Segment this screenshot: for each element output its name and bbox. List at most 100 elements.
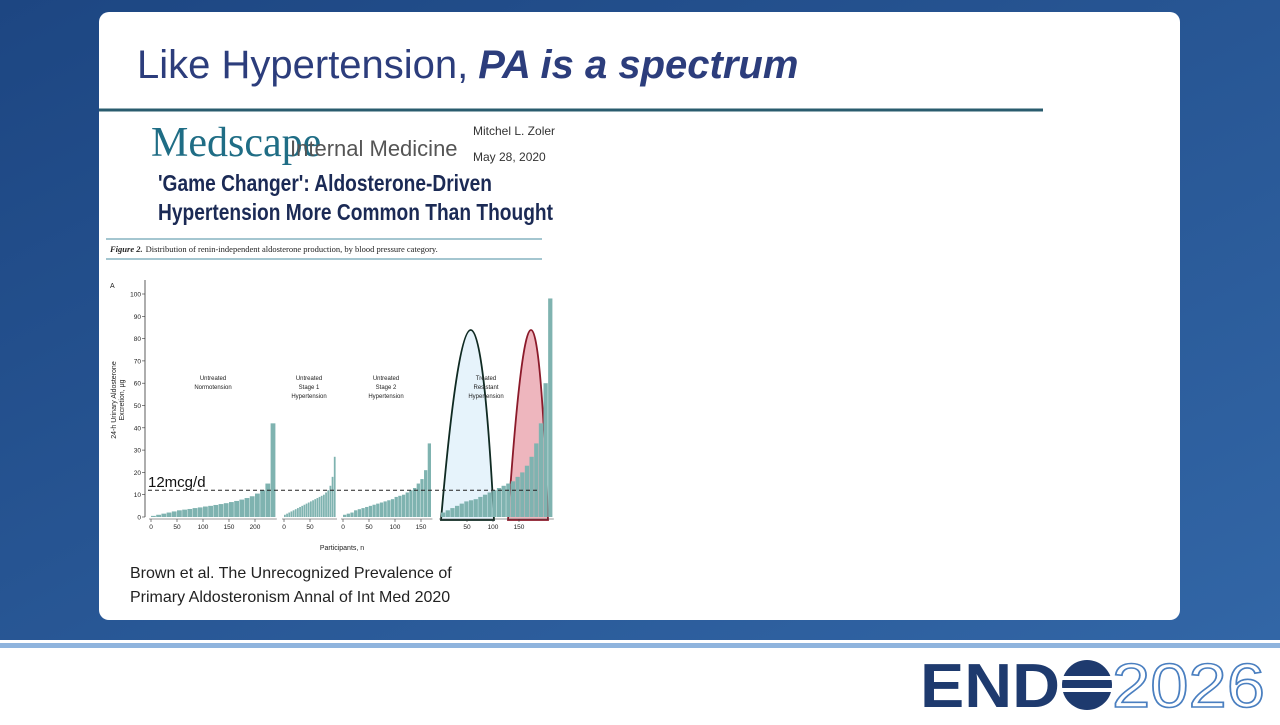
y-tick-label: 30 [134, 448, 142, 455]
bar [234, 500, 239, 517]
bar [229, 502, 234, 517]
bar [301, 505, 304, 517]
group-label: Stage 1 [299, 385, 320, 391]
headline: 'Game Changer': Aldosterone-Driven [158, 170, 492, 196]
bar [297, 508, 299, 517]
bar [387, 500, 391, 517]
bar [294, 509, 297, 517]
section: Internal Medicine [290, 136, 458, 161]
figure-caption: Figure 2. Distribution of renin-independe… [109, 244, 438, 254]
x-axis-title: Participants, n [320, 545, 364, 552]
x-tick-label: 50 [365, 524, 373, 531]
group-label: Untreated [373, 376, 399, 382]
citation: Primary Aldosteronism Annal of Int Med 2… [130, 589, 450, 606]
y-axis-title-line: 24-h Urinary Aldosterone [111, 361, 118, 439]
panel-label: A [110, 283, 115, 290]
bar [310, 501, 312, 517]
bar [401, 494, 406, 517]
citation: Brown et al. The Unrecognized Prevalence… [130, 565, 452, 582]
group-label: Hypertension [291, 394, 326, 400]
bar [292, 510, 295, 517]
x-tick-label: 100 [198, 524, 209, 531]
bar [331, 476, 334, 517]
y-tick-label: 70 [134, 358, 142, 365]
bar [327, 490, 330, 517]
bar [305, 503, 308, 517]
group-label: Normotension [194, 385, 231, 391]
bar [208, 505, 213, 517]
bar [441, 512, 446, 517]
bar [166, 512, 172, 517]
bar [329, 485, 332, 517]
bar [350, 512, 354, 517]
bar [468, 500, 474, 517]
bar [357, 509, 362, 517]
group-label: Untreated [296, 376, 322, 382]
bar [161, 513, 167, 517]
card [99, 12, 1180, 620]
curve-outline [440, 329, 495, 521]
x-tick-label: 50 [306, 524, 314, 531]
y-tick-label: 80 [134, 336, 142, 343]
x-tick-label: 100 [390, 524, 401, 531]
y-tick-label: 90 [134, 314, 142, 321]
bar [510, 481, 516, 517]
group-label: Resistant [473, 385, 498, 391]
bar [492, 490, 497, 517]
bar [445, 510, 450, 517]
bar [424, 470, 428, 517]
bar [529, 456, 534, 517]
bar [354, 510, 358, 517]
bar [496, 488, 502, 517]
title-emphasis: PA is a spectrum [478, 43, 798, 87]
bar [538, 423, 544, 517]
bar [420, 479, 424, 517]
group-label: Hypertension [368, 394, 403, 400]
bar [156, 514, 161, 517]
bar [487, 492, 492, 517]
bar [177, 510, 182, 517]
bar [548, 298, 553, 517]
bar [333, 456, 336, 517]
bar [307, 502, 310, 517]
bar [365, 506, 369, 517]
bar [260, 490, 265, 517]
footer-rule [0, 643, 1280, 648]
bar [534, 443, 539, 517]
y-tick-label: 10 [134, 492, 142, 499]
bar [223, 503, 229, 517]
bar [543, 383, 548, 517]
group-label: Untreated [200, 376, 226, 382]
bar [343, 514, 347, 517]
bar [323, 494, 325, 517]
bar [151, 515, 156, 517]
bar [318, 496, 321, 517]
bar [427, 443, 431, 517]
x-tick-label: 200 [250, 524, 261, 531]
x-tick-label: 150 [416, 524, 427, 531]
y-tick-label: 100 [130, 292, 141, 299]
bar [361, 508, 365, 517]
bar [284, 514, 286, 517]
bar [383, 501, 387, 517]
bar [218, 504, 224, 517]
x-tick-label: 50 [173, 524, 181, 531]
threshold-label: 12mcg/d [148, 474, 206, 491]
bar [454, 505, 460, 517]
group-label: Hypertension [468, 394, 503, 400]
bar [412, 488, 417, 517]
date: May 28, 2020 [473, 150, 546, 164]
x-tick-label: 0 [149, 524, 153, 531]
bar [303, 504, 306, 517]
x-tick-label: 0 [341, 524, 345, 531]
bar [314, 499, 317, 517]
bar [459, 503, 464, 517]
y-tick-label: 40 [134, 425, 142, 432]
bar [464, 501, 469, 517]
x-tick-label: 50 [463, 524, 471, 531]
bar [398, 495, 402, 517]
bar [524, 465, 530, 517]
author: Mitchel L. Zoler [473, 124, 555, 138]
bar [416, 483, 420, 517]
